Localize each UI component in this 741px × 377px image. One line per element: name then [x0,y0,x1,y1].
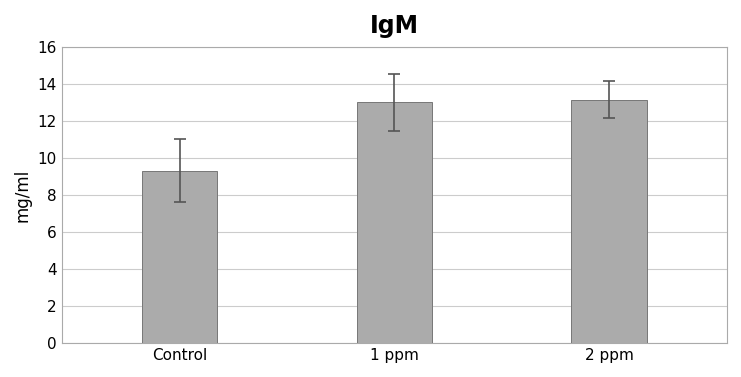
Bar [571,100,647,343]
Y-axis label: mg/ml: mg/ml [14,169,32,222]
Title: IgM: IgM [370,14,419,38]
Bar [142,171,217,343]
Bar [357,103,432,343]
